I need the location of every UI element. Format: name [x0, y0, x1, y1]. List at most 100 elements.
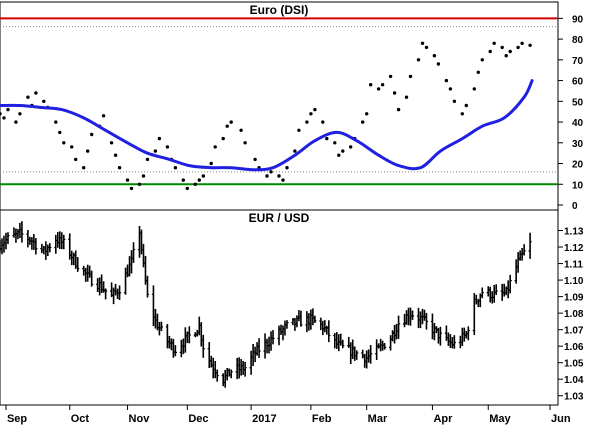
dsi-reference-lines	[0, 17, 558, 186]
eurusd-price-bar	[494, 284, 498, 295]
eurusd-y-tick-label: 1.08	[564, 309, 584, 320]
eurusd-y-tick-label: 1.04	[564, 375, 584, 386]
eurusd-price-bar	[104, 288, 108, 300]
dsi-point	[460, 112, 464, 116]
dsi-point	[101, 114, 106, 118]
dsi-point	[500, 45, 504, 50]
dsi-point	[361, 120, 365, 124]
dsi-point	[480, 58, 484, 62]
dsi-point	[528, 43, 532, 47]
dsi-point	[2, 116, 6, 120]
eurusd-price-bar	[201, 334, 205, 358]
eurusd-price-bar	[410, 310, 415, 320]
dsi-point	[18, 112, 22, 116]
eurusd-price-bar	[76, 257, 80, 272]
dsi-point	[82, 166, 86, 170]
eurusd-price-bar	[90, 270, 94, 287]
dsi-point	[293, 149, 297, 153]
dsi-point	[117, 166, 122, 170]
eurusd-price-bar	[383, 343, 387, 350]
dsi-point	[396, 107, 401, 112]
dsi-point	[321, 120, 325, 124]
eurusd-y-tick-label: 1.05	[564, 359, 584, 370]
dsi-point	[508, 49, 512, 54]
dsi-point	[14, 120, 18, 124]
dsi-point	[424, 45, 429, 50]
date-x-axis: Sep Oct Nov Dec 2017 Feb Mar Apr May Jun	[5, 405, 571, 425]
eurusd-price-bar	[131, 242, 136, 263]
eurusd-price-bar	[187, 326, 191, 344]
x-tick-label: Oct	[71, 413, 90, 425]
dsi-y-tick-label: 90	[572, 14, 584, 25]
dsi-point	[157, 136, 162, 141]
dsi-point	[380, 83, 385, 87]
dsi-point	[265, 174, 269, 178]
dsi-y-tick-label: 50	[572, 97, 584, 108]
dsi-point	[86, 149, 90, 153]
dsi-point	[313, 107, 317, 112]
dsi-point	[173, 166, 178, 170]
eurusd-price-bar	[173, 345, 177, 357]
eurusd-price-bar	[396, 315, 401, 339]
dsi-point	[213, 145, 217, 149]
dsi-point	[416, 58, 421, 62]
dsi-point	[201, 174, 205, 178]
dsi-point	[185, 186, 189, 191]
dsi-point	[42, 99, 46, 104]
dsi-point	[365, 112, 369, 116]
dsi-point	[448, 87, 453, 91]
x-tick-label: May	[489, 413, 511, 425]
dsi-point	[452, 99, 457, 104]
dsi-point	[54, 120, 58, 124]
dsi-point	[197, 178, 201, 182]
dsi-point	[90, 132, 94, 137]
dsi-moving-average-line	[0, 79, 534, 172]
dsi-point	[297, 128, 301, 132]
dsi-point	[516, 45, 520, 50]
eurusd-price-bar	[229, 369, 233, 379]
eurusd-price-bar	[313, 315, 317, 323]
dsi-daily-points	[0, 41, 532, 191]
dsi-point	[520, 41, 524, 45]
eurusd-panel: EUR / USD 1.031.041.051.061.071.081.091.…	[0, 209, 584, 406]
eurusd-price-bar	[159, 321, 164, 332]
eurusd-y-tick-label: 1.07	[564, 326, 584, 337]
eurusd-price-bar	[299, 310, 303, 327]
dsi-point	[436, 62, 441, 66]
dsi-point	[388, 74, 393, 79]
dsi-point	[229, 120, 233, 124]
eurusd-price-bar	[528, 232, 532, 259]
dsi-y-tick-label: 0	[572, 201, 578, 212]
dsi-point	[432, 54, 437, 58]
dsi-y-tick-label: 10	[572, 180, 584, 191]
dsi-point	[281, 178, 285, 182]
dsi-point	[325, 136, 329, 141]
eurusd-price-bar	[424, 312, 429, 330]
dsi-point	[333, 141, 337, 145]
eurusd-price-bar	[452, 335, 456, 349]
eurusd-price-bar	[243, 361, 247, 377]
eurusd-y-tick-label: 1.10	[564, 276, 584, 287]
eurusd-y-tick-label: 1.11	[564, 260, 583, 271]
dsi-point	[62, 141, 66, 145]
eurusd-price-bar	[6, 232, 10, 245]
dsi-point	[145, 157, 150, 162]
x-tick-label: Feb	[312, 413, 332, 425]
dsi-point	[6, 107, 10, 112]
eurusd-price-bar	[62, 234, 66, 250]
dsi-point	[253, 157, 257, 162]
dsi-point	[34, 91, 38, 95]
dsi-point	[341, 149, 345, 153]
dsi-point	[129, 186, 134, 191]
dsi-point	[209, 161, 213, 166]
dsi-point	[109, 141, 114, 145]
dsi-point	[337, 153, 341, 157]
dsi-point	[392, 91, 397, 95]
eurusd-price-bars	[0, 221, 532, 388]
dsi-y-tick-label: 80	[572, 35, 584, 46]
eurusd-price-bar	[215, 369, 219, 382]
dsi-y-axis: 0 10 20 30 40 50 60 70 80 90	[558, 14, 584, 212]
eurusd-price-bar	[480, 287, 484, 299]
x-tick-label: Sep	[7, 413, 27, 425]
